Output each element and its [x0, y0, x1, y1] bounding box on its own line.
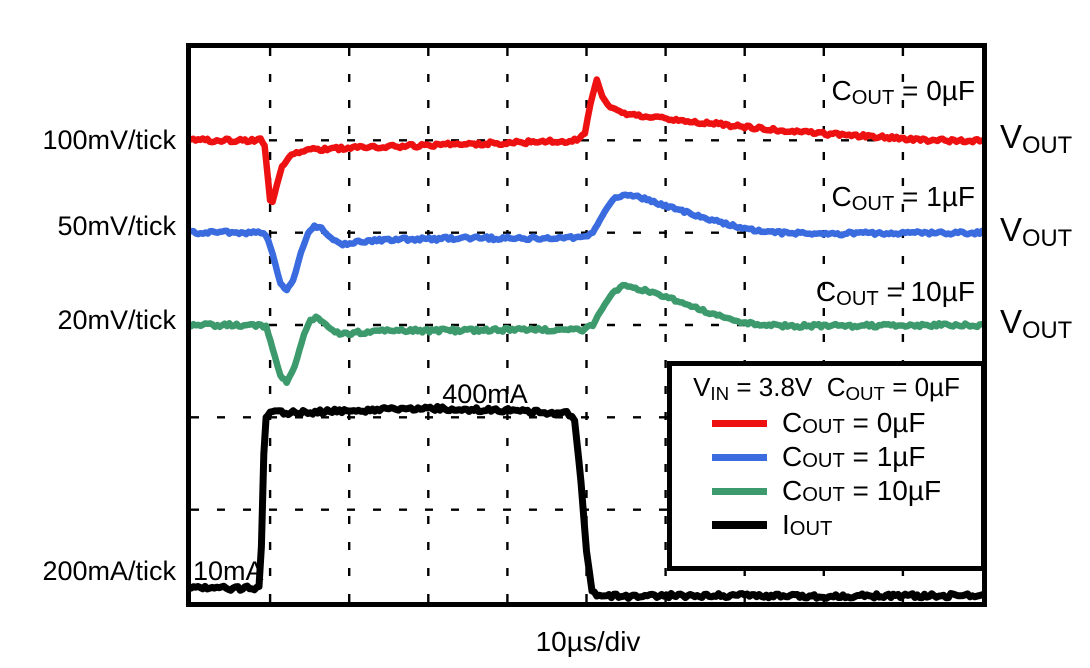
scale-label-200ma: 200mA/tick	[42, 556, 176, 586]
annotation-400ma: 400mA	[442, 379, 528, 409]
vout-label-text: V	[1000, 118, 1023, 155]
legend-label-sub: OUT	[802, 449, 845, 472]
legend-swatch-red	[712, 419, 767, 427]
scale-label-20mv: 20mV/tick	[57, 305, 176, 335]
legend-label-text: C	[782, 475, 803, 506]
legend-label-text: C	[782, 441, 803, 472]
trace-label-text: C	[831, 75, 852, 106]
legend-label-text: = 1µF	[844, 441, 926, 472]
scale-label-50mv: 50mV/tick	[57, 211, 176, 241]
legend-title: VIN = 3.8V COUT = 0µF	[678, 371, 975, 406]
trace-label-text: = 1µF	[894, 181, 975, 212]
oscilloscope-plot	[186, 43, 987, 607]
legend-title-sub: IN	[710, 383, 730, 405]
vout-label-sub: OUT	[1022, 225, 1073, 253]
vout-label-sub: OUT	[1022, 317, 1073, 345]
legend-label-sub: OUT	[802, 483, 845, 506]
trace-label-text: C	[831, 181, 852, 212]
legend-swatch-green	[712, 487, 767, 495]
legend-label-text: I	[782, 509, 790, 540]
trace-label-text: C	[815, 276, 837, 307]
legend-title-sub: OUT	[845, 383, 885, 405]
legend-label-text: C	[782, 407, 803, 438]
vout-label-blue: VOUT	[1000, 209, 1072, 255]
trace-label-sub: OUT	[851, 193, 895, 216]
vout-label-sub: OUT	[1022, 132, 1073, 160]
legend-item-cout-0uf: C OUT = 0µF	[678, 406, 975, 440]
legend-box: VIN = 3.8V COUT = 0µF C OUT = 0µF C OUT = …	[667, 361, 986, 571]
trace-label-cout-1uf: COUT = 1µF	[832, 180, 976, 217]
annotation-10ma: 10mA	[193, 556, 264, 586]
legend-label-text: = 10µF	[844, 475, 942, 506]
x-axis-label: 10µs/div	[535, 626, 641, 657]
legend-item-cout-1uf: C OUT = 1µF	[678, 440, 975, 474]
legend-title-text: = 3.8V C	[729, 372, 846, 402]
legend-swatch-blue	[712, 453, 767, 461]
trace-label-text: = 10µF	[878, 276, 975, 307]
legend-swatch-black	[712, 521, 767, 529]
legend-label-sub: OUT	[802, 415, 845, 438]
vout-label-text: V	[1000, 303, 1023, 340]
legend-label-sub: OUT	[789, 517, 833, 540]
trace-label-cout-10uf: COUT = 10µF	[816, 275, 975, 312]
trace-label-sub: OUT	[836, 288, 879, 311]
scale-label-100mv: 100mV/tick	[42, 125, 176, 155]
trace-label-sub: OUT	[851, 87, 895, 110]
legend-title-text: V	[693, 372, 711, 402]
legend-label-text: = 0µF	[844, 407, 926, 438]
legend-item-iout: I OUT	[678, 508, 975, 542]
legend-item-cout-10uf: C OUT = 10µF	[678, 474, 975, 508]
vout-label-green: VOUT	[1000, 301, 1072, 347]
vout-label-red: VOUT	[1000, 116, 1072, 162]
vout-label-text: V	[1000, 211, 1023, 248]
trace-label-cout-0uf: COUT = 0µF	[832, 74, 976, 111]
trace-label-text: = 0µF	[894, 75, 975, 106]
legend-title-text: = 0µF	[884, 372, 960, 402]
